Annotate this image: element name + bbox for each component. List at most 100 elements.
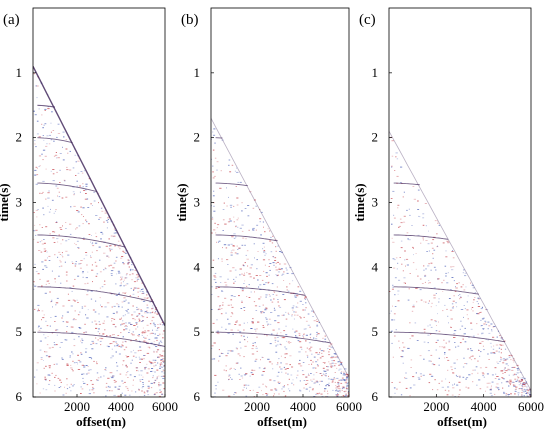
noise-speckle (146, 310, 148, 312)
noise-speckle (340, 382, 343, 384)
noise-speckle (487, 328, 489, 330)
noise-speckle (236, 320, 238, 322)
noise-speckle (324, 371, 327, 372)
noise-speckle (121, 392, 123, 394)
noise-speckle (459, 389, 461, 391)
noise-speckle (408, 288, 410, 290)
noise-speckle (241, 300, 243, 302)
noise-speckle (237, 226, 239, 228)
noise-speckle (79, 361, 82, 363)
noise-speckle (336, 386, 338, 388)
noise-speckle (401, 356, 404, 358)
noise-speckle (270, 312, 273, 313)
noise-speckle (239, 227, 242, 229)
noise-speckle (456, 306, 458, 308)
noise-speckle (260, 312, 263, 314)
noise-speckle (222, 247, 223, 249)
noise-speckle (220, 170, 222, 172)
noise-speckle (126, 283, 129, 285)
noise-speckle (294, 296, 297, 298)
noise-speckle (133, 376, 136, 378)
noise-speckle (91, 243, 94, 245)
noise-speckle (45, 250, 47, 251)
noise-speckle (239, 341, 241, 343)
noise-speckle (303, 316, 305, 318)
noise-speckle (113, 394, 116, 396)
noise-speckle (65, 228, 67, 229)
reflection-event (215, 331, 331, 344)
noise-speckle (127, 312, 130, 314)
reflection-event (37, 137, 73, 144)
noise-speckle (73, 338, 76, 340)
noise-speckle (59, 153, 62, 154)
noise-speckle (66, 166, 68, 168)
noise-speckle (109, 245, 112, 247)
noise-speckle (436, 233, 438, 235)
noise-speckle (275, 266, 277, 268)
noise-speckle (212, 177, 215, 179)
noise-speckle (500, 337, 503, 339)
noise-speckle (141, 358, 143, 360)
noise-speckle (69, 223, 72, 225)
noise-speckle (133, 289, 135, 291)
noise-speckle (85, 254, 88, 256)
noise-speckle (477, 297, 480, 299)
noise-speckle (146, 372, 149, 374)
noise-speckle (445, 256, 448, 258)
noise-speckle (43, 242, 46, 244)
noise-speckle (347, 395, 349, 397)
noise-speckle (341, 388, 343, 389)
noise-speckle (525, 381, 528, 383)
noise-speckle (101, 207, 103, 209)
noise-speckle (72, 360, 74, 362)
noise-speckle (46, 325, 49, 327)
noise-speckle (299, 290, 302, 292)
noise-speckle (429, 282, 431, 284)
noise-speckle (453, 362, 456, 364)
noise-speckle (433, 287, 436, 289)
noise-speckle (330, 357, 333, 359)
noise-speckle (70, 367, 73, 369)
noise-speckle (89, 369, 92, 371)
noise-speckle (236, 204, 239, 206)
noise-speckle (505, 393, 507, 395)
noise-speckle (85, 277, 88, 279)
noise-speckle (41, 193, 43, 194)
noise-speckle (499, 344, 501, 346)
noise-speckle (104, 212, 107, 214)
noise-speckle (307, 313, 310, 315)
noise-speckle (213, 134, 216, 136)
noise-speckle (296, 374, 299, 376)
noise-speckle (276, 286, 278, 288)
noise-speckle (113, 232, 116, 234)
noise-speckle (92, 245, 95, 247)
noise-speckle (520, 395, 523, 397)
noise-speckle (252, 342, 254, 344)
noise-speckle (55, 152, 57, 153)
noise-speckle (148, 360, 150, 362)
noise-speckle (214, 392, 216, 394)
noise-speckle (344, 368, 347, 370)
noise-speckle (433, 364, 436, 366)
noise-speckle (66, 280, 68, 282)
noise-speckle (258, 367, 261, 369)
noise-speckle (509, 381, 512, 383)
noise-speckle (471, 373, 473, 375)
noise-speckle (34, 169, 37, 171)
noise-speckle (339, 364, 342, 366)
noise-speckle (227, 278, 229, 280)
noise-speckle (54, 390, 56, 392)
noise-speckle (309, 337, 311, 339)
noise-speckle (123, 323, 125, 325)
noise-speckle (39, 392, 41, 394)
noise-speckle (496, 387, 500, 389)
noise-speckle (105, 367, 107, 369)
noise-speckle (241, 210, 243, 212)
noise-speckle (500, 356, 502, 358)
noise-speckle (507, 394, 510, 395)
noise-speckle (154, 379, 157, 381)
noise-speckle (231, 236, 234, 238)
noise-speckle (87, 271, 89, 273)
noise-speckle (255, 347, 258, 349)
noise-speckle (83, 258, 85, 260)
